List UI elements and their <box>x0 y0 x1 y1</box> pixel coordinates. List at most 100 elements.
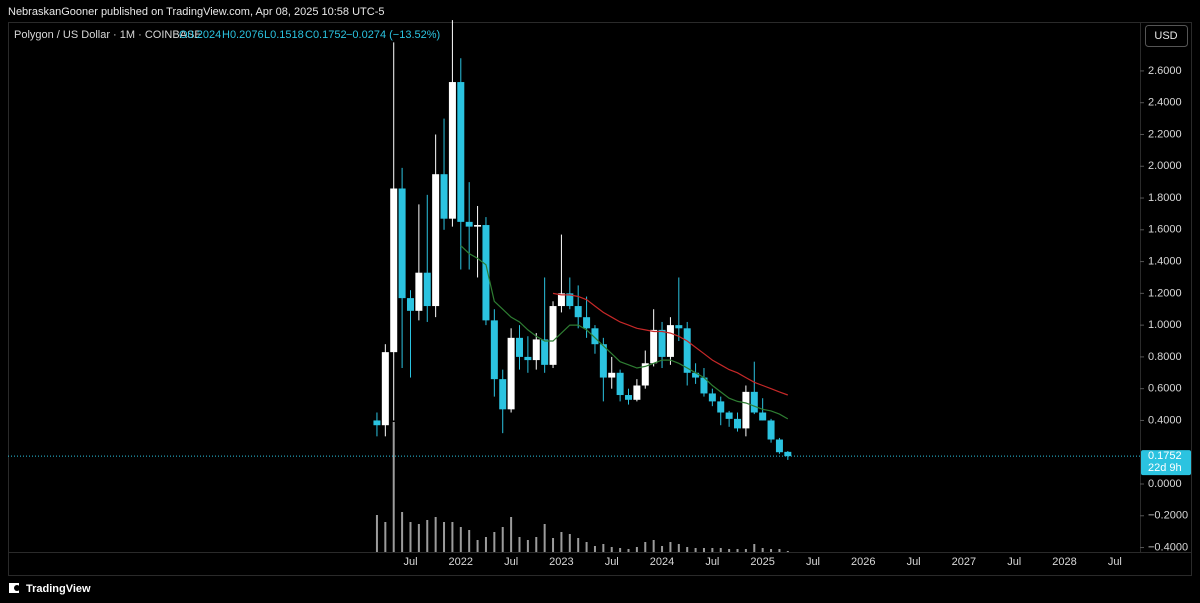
volume-bar <box>610 547 613 552</box>
y-tick-label: 2.2000 <box>1148 128 1182 140</box>
volume-bar <box>702 548 705 552</box>
countdown: 22d 9h <box>1148 462 1182 474</box>
volume-bar <box>510 517 513 552</box>
candle-body <box>734 418 742 429</box>
y-tick-label: 0.4000 <box>1148 414 1182 426</box>
currency[interactable]: USD <box>1154 30 1177 42</box>
candle-body <box>633 385 641 400</box>
x-tick-label: Jul <box>1108 556 1122 568</box>
volume-bar <box>451 522 454 552</box>
candle-body <box>440 174 448 219</box>
volume-bar <box>652 540 655 552</box>
candle-body <box>390 188 398 353</box>
legend-close: C0.1752 <box>305 29 347 41</box>
x-tick-label: 2025 <box>750 556 774 568</box>
candle-body <box>658 329 666 357</box>
volume-bar <box>468 530 471 552</box>
volume-bar <box>602 544 605 552</box>
x-tick-label: Jul <box>907 556 921 568</box>
candle-body <box>583 317 591 329</box>
x-tick-label: Jul <box>403 556 417 568</box>
candle-body <box>373 420 381 426</box>
volume-bar <box>619 548 622 552</box>
candle-body <box>541 339 549 365</box>
candle-body <box>566 293 574 307</box>
candle-body <box>599 344 607 378</box>
y-tick-label: 1.2000 <box>1148 287 1182 299</box>
x-tick-label: Jul <box>504 556 518 568</box>
candle-body <box>415 272 423 311</box>
x-tick-label: 2022 <box>449 556 473 568</box>
volume-bar <box>392 422 395 552</box>
volume-bar <box>753 544 756 552</box>
x-tick-label: Jul <box>705 556 719 568</box>
candle-body <box>717 401 725 413</box>
candle-body <box>775 439 783 453</box>
candle-body <box>641 363 649 386</box>
y-tick-label: 0.6000 <box>1148 383 1182 395</box>
candle-body <box>591 328 599 345</box>
candle-body <box>692 372 700 378</box>
y-tick-label: 2.6000 <box>1148 65 1182 77</box>
legend-high: H0.2076 <box>222 29 264 41</box>
candle-body <box>524 356 532 361</box>
x-tick-label: Jul <box>1007 556 1021 568</box>
candle-body <box>557 293 565 307</box>
volume-bar <box>443 522 446 552</box>
volume-bar <box>736 549 739 552</box>
currency-button[interactable] <box>1145 25 1188 47</box>
volume-bar <box>375 515 378 552</box>
candle-body <box>432 174 440 307</box>
y-tick-label: 2.4000 <box>1148 97 1182 109</box>
brand-logo <box>9 583 20 593</box>
ohlc-legend: O0.2024 H0.2076 L0.1518 C0.1752 −0.0274 … <box>179 29 440 41</box>
volume-bar <box>552 538 555 552</box>
volume-bar <box>585 542 588 552</box>
legend-change: −0.0274 (−13.52%) <box>346 29 440 41</box>
candle-body <box>742 391 750 429</box>
candle-body <box>650 329 658 364</box>
volume-bar <box>761 548 764 552</box>
volume-bar <box>728 549 731 552</box>
last-price-box <box>1141 450 1191 476</box>
candle-body <box>406 298 414 311</box>
y-tick-label: 1.0000 <box>1148 319 1182 331</box>
y-tick-label: 1.8000 <box>1148 192 1182 204</box>
x-tick-label: Jul <box>806 556 820 568</box>
y-tick-label: 1.4000 <box>1148 255 1182 267</box>
x-tick-label: 2028 <box>1052 556 1076 568</box>
volume-bar <box>401 512 404 552</box>
volume-bar <box>711 548 714 552</box>
candle-body <box>381 352 389 426</box>
volume-bar <box>535 537 538 552</box>
candle-body <box>708 393 716 402</box>
brand: TradingView <box>26 583 91 595</box>
x-tick-label: 2026 <box>851 556 875 568</box>
legend-open: O0.2024 <box>179 29 221 41</box>
y-tick-label: −0.2000 <box>1148 510 1188 522</box>
candle-body <box>608 372 616 378</box>
volume-bar <box>543 524 546 552</box>
volume-bar <box>778 549 781 552</box>
byline: NebraskanGooner published on TradingView… <box>8 6 384 18</box>
volume-bar <box>459 527 462 552</box>
y-tick-label: −0.4000 <box>1148 541 1188 553</box>
volume-bar <box>434 517 437 552</box>
chart-frame <box>8 22 1192 576</box>
volume-bar <box>686 547 689 552</box>
candle-body <box>625 395 633 400</box>
candle-body <box>616 372 624 396</box>
x-tick-label: Jul <box>605 556 619 568</box>
volume-bar <box>635 547 638 552</box>
x-tick-label: 2027 <box>952 556 976 568</box>
y-tick-label: 2.0000 <box>1148 160 1182 172</box>
volume-bar <box>577 538 580 552</box>
y-tick-label: 0.8000 <box>1148 351 1182 363</box>
candle-body <box>465 221 473 227</box>
candle-body <box>666 325 674 357</box>
x-tick-label: 2023 <box>549 556 573 568</box>
candle-body <box>700 377 708 394</box>
candle-body <box>574 306 582 318</box>
